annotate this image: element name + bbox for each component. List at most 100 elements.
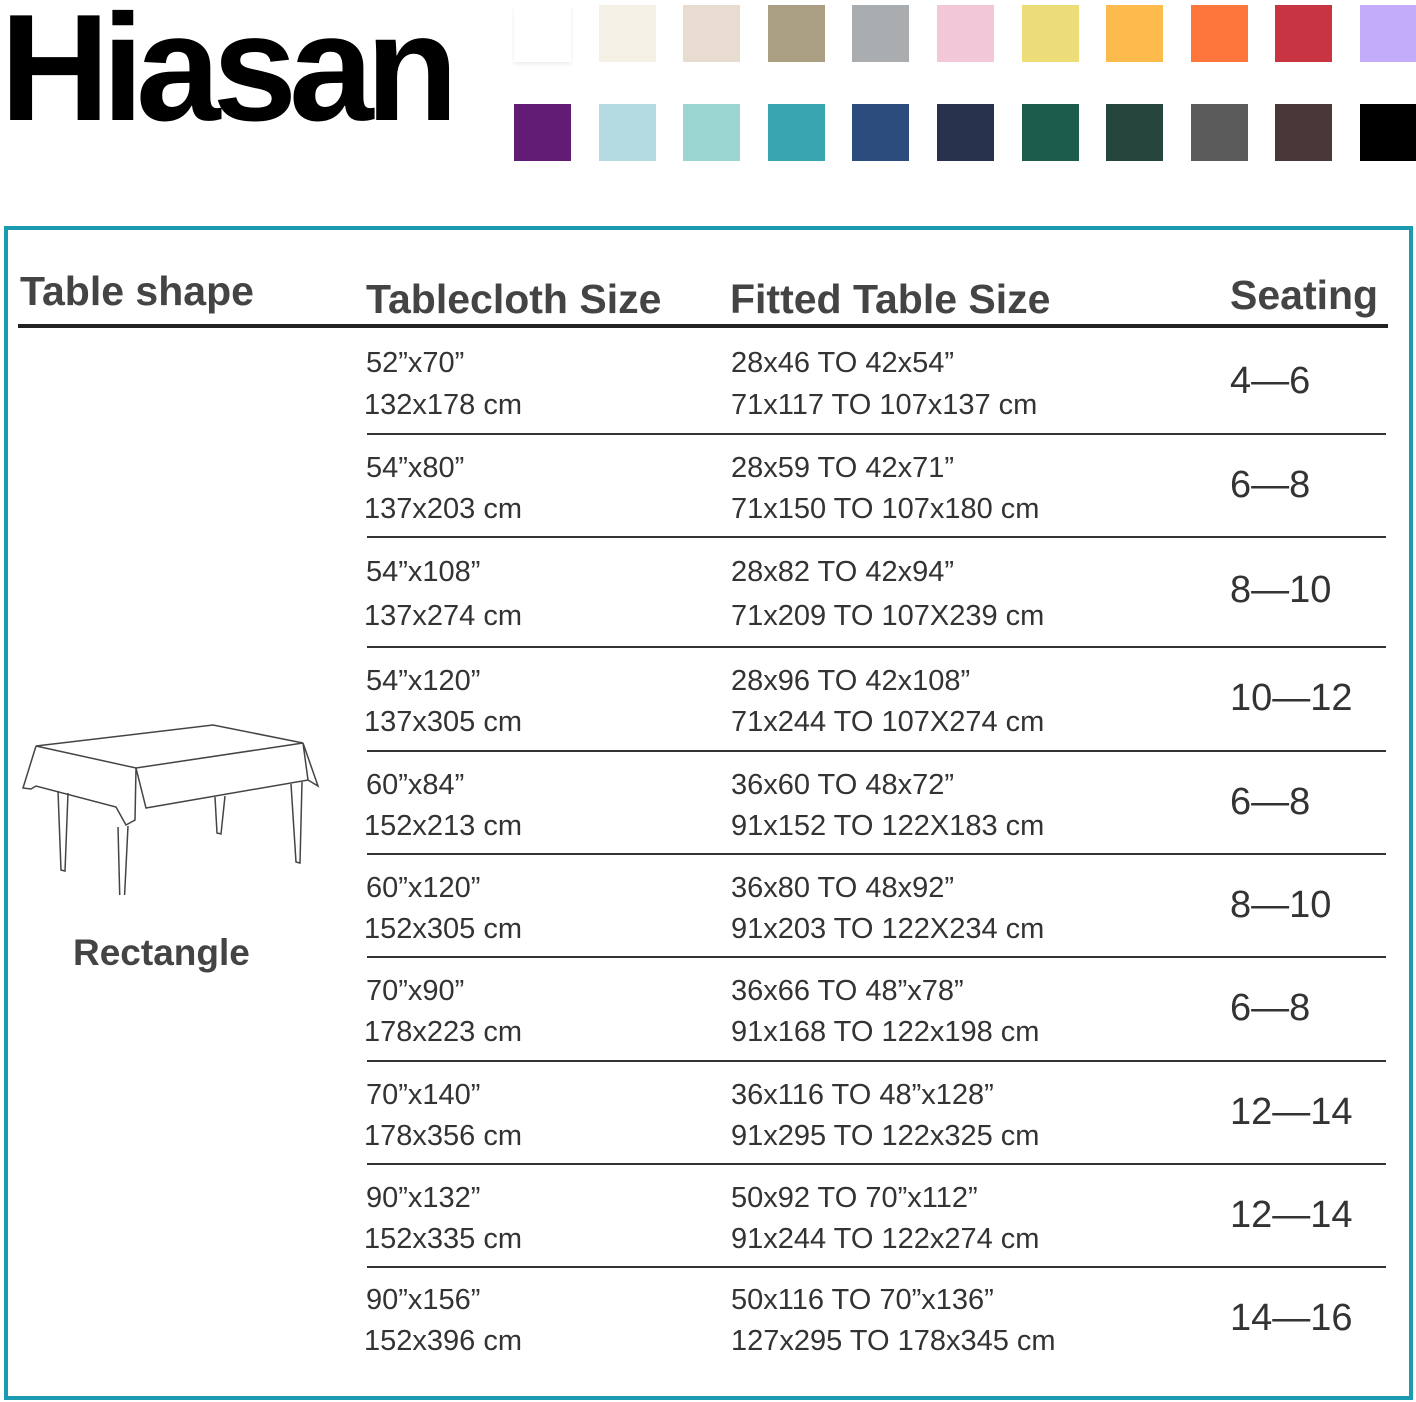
- color-swatch: [937, 104, 994, 161]
- color-swatch: [599, 5, 656, 62]
- fitted-size-inches: 36x116 TO 48”x128”: [731, 1079, 994, 1111]
- row-divider: [367, 1060, 1386, 1062]
- row-divider: [367, 646, 1386, 648]
- seating-count: 6—8: [1230, 987, 1311, 1029]
- seating-count: 8—10: [1230, 884, 1332, 926]
- brand-logo: Hiasan: [0, 0, 458, 153]
- color-swatch: [1191, 5, 1248, 62]
- fitted-size-inches: 28x96 TO 42x108”: [731, 665, 971, 697]
- fitted-size-inches: 36x80 TO 48x92”: [731, 872, 955, 904]
- header-divider: [18, 324, 1388, 328]
- color-swatch: [1275, 5, 1332, 62]
- table-row: 90”x132” 152x335 cm 50x92 TO 70”x112” 91x24…: [0, 1165, 1416, 1268]
- color-swatch: [768, 104, 825, 161]
- tablecloth-size-cm: 137x305 cm: [364, 706, 522, 738]
- row-divider: [367, 1163, 1386, 1165]
- seating-count: 12—14: [1230, 1194, 1353, 1236]
- tablecloth-size-inches: 52”x70”: [366, 347, 465, 379]
- color-swatch: [1360, 104, 1416, 161]
- row-divider: [367, 956, 1386, 958]
- fitted-size-cm: 91x244 TO 122x274 cm: [731, 1223, 1040, 1255]
- table-row: 70”x140” 178x356 cm 36x116 TO 48”x128” 91x2…: [0, 1062, 1416, 1165]
- color-swatch: [852, 5, 909, 62]
- color-swatch: [1106, 104, 1163, 161]
- fitted-size-cm: 71x117 TO 107x137 cm: [731, 389, 1038, 421]
- color-swatch: [1360, 5, 1416, 62]
- tablecloth-size-inches: 90”x132”: [366, 1182, 481, 1214]
- fitted-size-inches: 36x66 TO 48”x78”: [731, 975, 964, 1007]
- color-swatch: [1022, 5, 1079, 62]
- fitted-size-inches: 36x60 TO 48x72”: [731, 769, 955, 801]
- table-row: 52”x70” 132x178 cm 28x46 TO 42x54” 71x117 T…: [0, 330, 1416, 435]
- tablecloth-size-cm: 152x213 cm: [364, 810, 522, 842]
- table-row: 54”x80” 137x203 cm 28x59 TO 42x71” 71x150 T…: [0, 435, 1416, 538]
- tablecloth-size-inches: 70”x90”: [366, 975, 465, 1007]
- seating-count: 6—8: [1230, 464, 1311, 506]
- table-row: 54”x120” 137x305 cm 28x96 TO 42x108” 71x244…: [0, 648, 1416, 752]
- row-divider: [367, 536, 1386, 538]
- header-table-shape: Table shape: [20, 268, 254, 314]
- tablecloth-size-cm: 137x203 cm: [364, 493, 522, 525]
- tablecloth-size-cm: 152x396 cm: [364, 1325, 522, 1357]
- color-swatch: [683, 104, 740, 161]
- color-swatch: [514, 5, 571, 62]
- seating-count: 8—10: [1230, 569, 1332, 611]
- tablecloth-size-inches: 60”x120”: [366, 872, 481, 904]
- color-swatch: [1275, 104, 1332, 161]
- header-tablecloth-size: Tablecloth Size: [366, 276, 662, 322]
- seating-count: 4—6: [1230, 360, 1311, 402]
- fitted-size-cm: 91x203 TO 122X234 cm: [731, 913, 1045, 945]
- table-row: 90”x156” 152x396 cm 50x116 TO 70”x136” 127x…: [0, 1268, 1416, 1370]
- seating-count: 12—14: [1230, 1091, 1353, 1133]
- fitted-size-inches: 50x116 TO 70”x136”: [731, 1284, 994, 1316]
- fitted-size-cm: 71x244 TO 107X274 cm: [731, 706, 1045, 738]
- color-swatch: [599, 104, 656, 161]
- tablecloth-size-cm: 152x305 cm: [364, 913, 522, 945]
- tablecloth-size-cm: 132x178 cm: [364, 389, 522, 421]
- fitted-size-cm: 91x168 TO 122x198 cm: [731, 1016, 1040, 1048]
- tablecloth-size-cm: 152x335 cm: [364, 1223, 522, 1255]
- color-swatch: [937, 5, 994, 62]
- color-swatch: [852, 104, 909, 161]
- tablecloth-size-inches: 54”x80”: [366, 452, 465, 484]
- color-swatch: [1106, 5, 1163, 62]
- fitted-size-cm: 91x295 TO 122x325 cm: [731, 1120, 1040, 1152]
- shape-label: Rectangle: [73, 932, 250, 973]
- table-row: 60”x120” 152x305 cm 36x80 TO 48x92” 91x203 …: [0, 855, 1416, 958]
- tablecloth-size-inches: 60”x84”: [366, 769, 465, 801]
- fitted-size-inches: 28x46 TO 42x54”: [731, 347, 955, 379]
- tablecloth-size-cm: 178x356 cm: [364, 1120, 522, 1152]
- row-divider: [367, 750, 1386, 752]
- color-swatch: [768, 5, 825, 62]
- color-swatch: [514, 104, 571, 161]
- fitted-size-inches: 50x92 TO 70”x112”: [731, 1182, 978, 1214]
- fitted-size-inches: 28x59 TO 42x71”: [731, 452, 955, 484]
- fitted-size-inches: 28x82 TO 42x94”: [731, 556, 955, 588]
- tablecloth-size-inches: 54”x120”: [366, 665, 481, 697]
- tablecloth-size-cm: 137x274 cm: [364, 600, 522, 632]
- header-fitted-table-size: Fitted Table Size: [730, 276, 1051, 322]
- rectangle-table-icon: [22, 724, 320, 895]
- row-divider: [367, 1266, 1386, 1268]
- table-row: 54”x108” 137x274 cm 28x82 TO 42x94” 71x209 …: [0, 538, 1416, 648]
- tablecloth-size-cm: 178x223 cm: [364, 1016, 522, 1048]
- color-swatch: [1022, 104, 1079, 161]
- tablecloth-size-inches: 90”x156”: [366, 1284, 481, 1316]
- tablecloth-size-inches: 70”x140”: [366, 1079, 481, 1111]
- fitted-size-cm: 71x209 TO 107X239 cm: [731, 600, 1045, 632]
- row-divider: [367, 853, 1386, 855]
- fitted-size-cm: 91x152 TO 122X183 cm: [731, 810, 1045, 842]
- color-swatch: [1191, 104, 1248, 161]
- table-row: 70”x90” 178x223 cm 36x66 TO 48”x78” 91x168 …: [0, 958, 1416, 1062]
- table-row: 60”x84” 152x213 cm 36x60 TO 48x72” 91x152 T…: [0, 752, 1416, 855]
- color-swatch: [683, 5, 740, 62]
- fitted-size-cm: 71x150 TO 107x180 cm: [731, 493, 1040, 525]
- tablecloth-size-inches: 54”x108”: [366, 556, 481, 588]
- seating-count: 14—16: [1230, 1297, 1353, 1339]
- seating-count: 10—12: [1230, 677, 1353, 719]
- row-divider: [367, 433, 1386, 435]
- fitted-size-cm: 127x295 TO 178x345 cm: [731, 1325, 1056, 1357]
- seating-count: 6—8: [1230, 781, 1311, 823]
- size-chart-frame: [4, 226, 1413, 1400]
- header-seating: Seating: [1230, 272, 1379, 318]
